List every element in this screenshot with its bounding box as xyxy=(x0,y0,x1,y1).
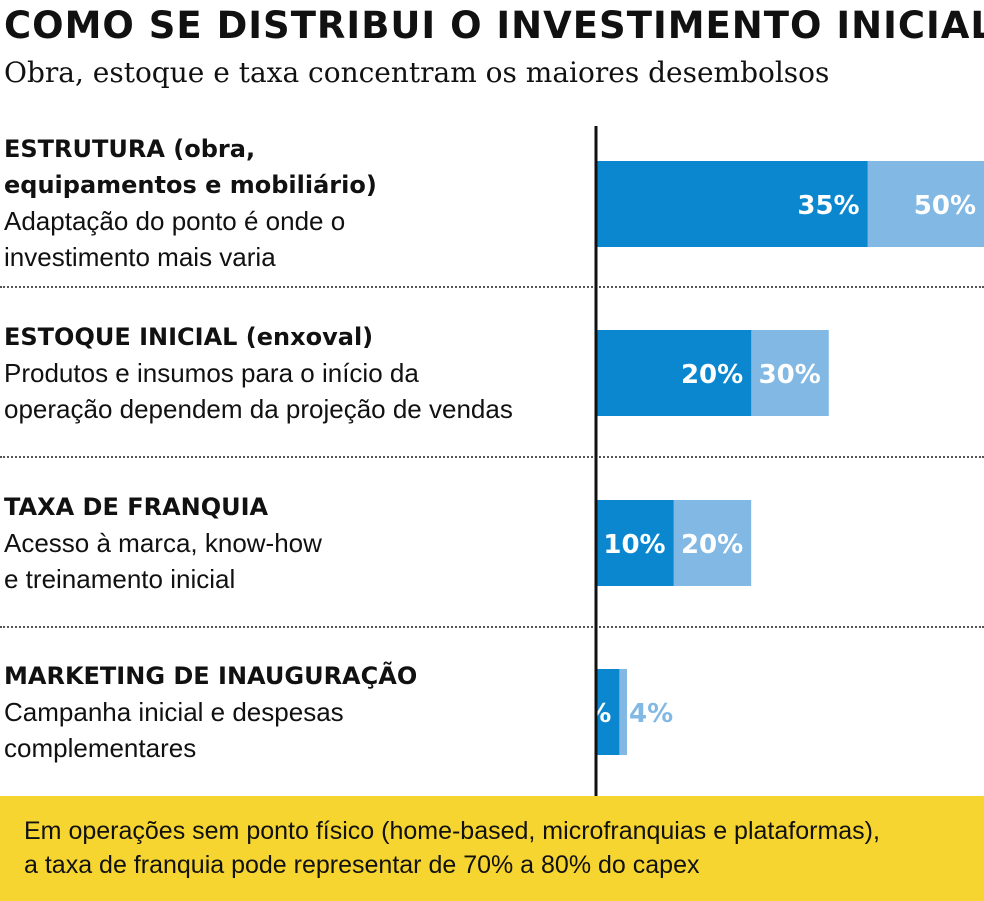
data-label-min: 3% xyxy=(567,699,611,729)
row-divider xyxy=(0,286,984,288)
category-description: Campanha inicial e despesas xyxy=(4,697,344,727)
category-description: investimento mais varia xyxy=(4,242,276,272)
category-description: Adaptação do ponto é onde o xyxy=(4,206,346,236)
category-name: MARKETING DE INAUGURAÇÃO xyxy=(4,662,418,690)
note-box: Em operações sem ponto físico (home-base… xyxy=(0,796,984,901)
category-name: TAXA DE FRANQUIA xyxy=(4,493,269,521)
chart-title: COMO SE DISTRIBUI O INVESTIMENTO INICIAL xyxy=(4,4,984,47)
data-label-max: 4% xyxy=(629,699,673,729)
row-divider xyxy=(0,456,984,458)
category-label-taxa: TAXA DE FRANQUIA Acesso à marca, know-ho… xyxy=(4,489,579,597)
bar-min xyxy=(596,500,674,586)
category-label-estrutura: ESTRUTURA (obra, equipamentos e mobiliár… xyxy=(4,131,579,275)
category-description: Produtos e insumos para o início da xyxy=(4,358,419,388)
bar-chart: 35% 50% 20% 30% 10% 20% 3% 4% xyxy=(567,126,984,796)
data-label-min: 20% xyxy=(681,360,743,390)
data-label-min: 35% xyxy=(797,191,859,221)
chart-subtitle: Obra, estoque e taxa concentram os maior… xyxy=(4,56,830,89)
note-line: a taxa de franquia pode representar de 7… xyxy=(24,851,700,879)
bar-min xyxy=(596,330,752,416)
category-label-estoque: ESTOQUE INICIAL (enxoval) Produtos e ins… xyxy=(4,319,579,427)
category-description: e treinamento inicial xyxy=(4,564,236,594)
category-name: ESTRUTURA (obra, xyxy=(4,135,256,163)
category-name: equipamentos e mobiliário) xyxy=(4,171,377,199)
data-label-max: 30% xyxy=(759,360,821,390)
data-label-max: 50% xyxy=(914,191,976,221)
category-description: complementares xyxy=(4,733,197,763)
category-name: ESTOQUE INICIAL (enxoval) xyxy=(4,323,374,351)
note-text: Em operações sem ponto físico (home-base… xyxy=(24,814,974,882)
category-description: operação dependem da projeção de vendas xyxy=(4,394,513,424)
data-label-min: 10% xyxy=(603,530,665,560)
category-description: Acesso à marca, know-how xyxy=(4,528,322,558)
data-label-max: 20% xyxy=(681,530,743,560)
category-label-marketing: MARKETING DE INAUGURAÇÃO Campanha inicia… xyxy=(4,658,579,766)
bar-min xyxy=(596,161,868,247)
note-line: Em operações sem ponto físico (home-base… xyxy=(24,817,880,845)
row-divider xyxy=(0,626,984,628)
bar-min xyxy=(596,669,620,755)
